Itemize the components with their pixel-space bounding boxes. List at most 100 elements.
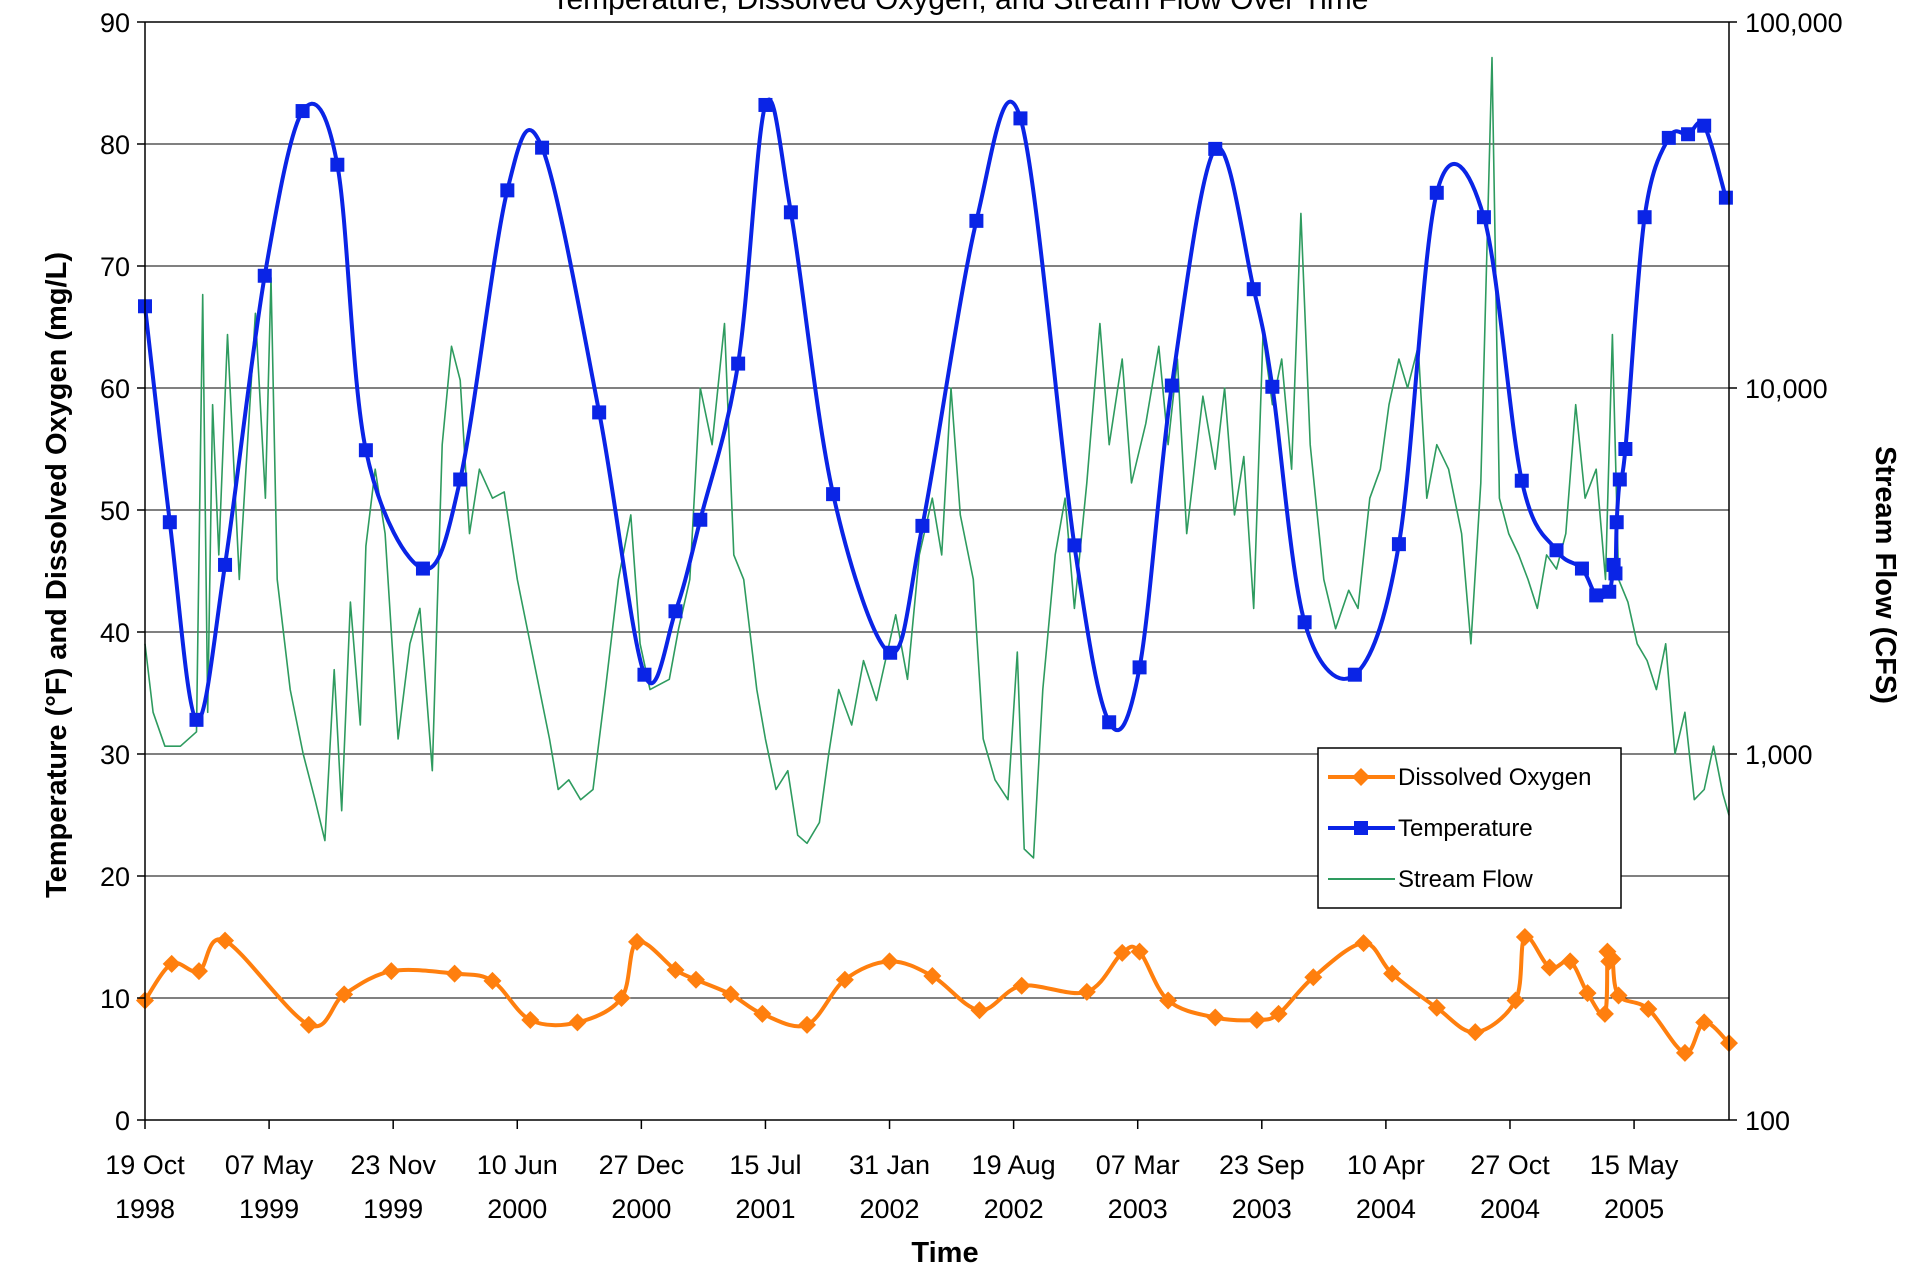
temperature-point: [637, 667, 652, 682]
temperature-point: [1589, 588, 1604, 603]
temperature-point: [1661, 130, 1676, 145]
dissolved-oxygen-point: [880, 952, 899, 971]
dissolved-oxygen-point: [1206, 1008, 1225, 1027]
y-right-axis-title: Stream Flow (CFS): [1869, 446, 1901, 704]
temperature-point: [257, 268, 272, 283]
temperature-point: [1164, 378, 1179, 393]
temperature-point: [1612, 472, 1627, 487]
y-left-tick-label: 20: [100, 862, 130, 892]
temperature-point: [162, 515, 177, 530]
temperature-point: [592, 405, 607, 420]
dissolved-oxygen-point: [612, 989, 631, 1007]
y-left-tick-label: 50: [100, 496, 130, 526]
temperature-point: [758, 97, 773, 112]
temperature-point: [189, 712, 204, 727]
temperature-point: [1246, 282, 1261, 297]
x-tick-label: 1999: [363, 1194, 423, 1224]
temperature-point: [915, 518, 930, 533]
temperature-point: [969, 213, 984, 228]
y-right-tick-label: 10,000: [1745, 374, 1828, 404]
x-tick-label: 2003: [1108, 1194, 1168, 1224]
dissolved-oxygen-point: [1595, 1004, 1614, 1023]
y-left-axis-title: Temperature (°F) and Dissolved Oxygen (m…: [41, 252, 73, 898]
temperature-point: [1067, 538, 1082, 553]
dissolved-oxygen-point: [1130, 942, 1149, 961]
x-tick-label: 2004: [1356, 1194, 1416, 1224]
temperature-point: [1476, 210, 1491, 225]
dissolved-oxygen-point: [1515, 928, 1534, 946]
y-right-tick-label: 1,000: [1745, 740, 1813, 770]
dissolved-oxygen-point: [1578, 984, 1597, 1003]
dissolved-oxygen-point: [1540, 958, 1559, 977]
x-tick-label: 15 Jul: [729, 1150, 801, 1180]
dissolved-oxygen-point: [1269, 1004, 1288, 1023]
temperature-point: [330, 157, 345, 172]
temperature-point: [1297, 615, 1312, 630]
x-tick-label: 07 May: [225, 1150, 314, 1180]
temperature-point: [1514, 473, 1529, 488]
temperature-point: [1132, 660, 1147, 675]
y-left-tick-label: 40: [100, 618, 130, 648]
x-tick-label: 07 Mar: [1096, 1150, 1180, 1180]
dissolved-oxygen-point: [798, 1015, 817, 1034]
dissolved-oxygen-point: [1012, 976, 1031, 995]
dissolved-oxygen-point: [1506, 991, 1525, 1010]
x-tick-label: 2004: [1480, 1194, 1540, 1224]
series-layer: [136, 97, 1738, 1062]
dissolved-oxygen-point: [1639, 999, 1658, 1018]
dissolved-oxygen-point: [335, 985, 354, 1004]
chart-title: Temperature, Dissolved Oxygen, and Strea…: [552, 0, 1369, 16]
stream-flow-line: [144, 56, 1730, 859]
dissolved-oxygen-point: [1113, 943, 1132, 962]
dissolved-oxygen-point: [216, 931, 235, 950]
dissolved-oxygen-point: [1077, 982, 1096, 1001]
x-tick-label: 23 Nov: [350, 1150, 436, 1180]
legend-marker-diamond: [1352, 768, 1370, 786]
tick-labels: 0 10 20 30 40 50 60 70 80 90 100 1,000 10,000 100,000…: [100, 8, 1843, 1224]
dissolved-oxygen-point: [835, 970, 854, 989]
dissolved-oxygen-point: [445, 964, 464, 983]
dissolved-oxygen-point: [666, 960, 685, 979]
dissolved-oxygen-point: [189, 962, 208, 981]
temperature-point: [883, 645, 898, 660]
x-tick-label: 31 Jan: [849, 1150, 930, 1180]
temperature-point: [358, 443, 373, 458]
x-axis-title: Time: [911, 1237, 978, 1264]
x-tick-label: 10 Jun: [477, 1150, 558, 1180]
temperature-point: [1574, 561, 1589, 576]
legend: Dissolved Oxygen Temperature Stream Flow: [1317, 747, 1622, 909]
temperature-point: [1697, 118, 1712, 133]
dissolved-oxygen-point: [1427, 998, 1446, 1017]
temperature-point: [1609, 515, 1624, 530]
temperature-point: [1391, 537, 1406, 552]
y-right-tick-label: 100: [1745, 1106, 1790, 1136]
x-tick-label: 27 Oct: [1470, 1150, 1550, 1180]
temperature-point: [295, 104, 310, 119]
gridlines: [145, 143, 1729, 999]
dissolved-oxygen-point: [1159, 991, 1178, 1010]
x-tick-label: 19 Oct: [105, 1150, 185, 1180]
temperature-point: [1681, 127, 1696, 142]
y-left-tick-label: 80: [100, 130, 130, 160]
temperature-point: [415, 561, 430, 576]
x-tick-label: 2001: [735, 1194, 795, 1224]
dissolved-oxygen-point: [1675, 1043, 1694, 1062]
y-left-tick-label: 0: [115, 1106, 130, 1136]
dissolved-oxygen-point: [162, 954, 181, 973]
temperature-point: [500, 183, 515, 198]
x-tick-label: 2002: [859, 1194, 919, 1224]
dissolved-oxygen-point: [970, 1001, 989, 1020]
temperature-point: [1429, 185, 1444, 200]
dissolved-oxygen-point: [1354, 934, 1373, 953]
dissolved-oxygen-point: [382, 962, 401, 981]
dissolved-oxygen-point: [1695, 1013, 1714, 1032]
y-left-tick-label: 60: [100, 374, 130, 404]
temperature-point: [1208, 141, 1223, 156]
dissolved-oxygen-point: [721, 985, 740, 1004]
x-tick-label: 2005: [1604, 1194, 1664, 1224]
dissolved-oxygen-point: [1466, 1023, 1485, 1042]
dissolved-oxygen-point: [521, 1010, 540, 1029]
y-left-tick-label: 90: [100, 8, 130, 38]
legend-item-temperature: Temperature: [1328, 815, 1533, 842]
dissolved-oxygen-point: [1609, 986, 1628, 1005]
